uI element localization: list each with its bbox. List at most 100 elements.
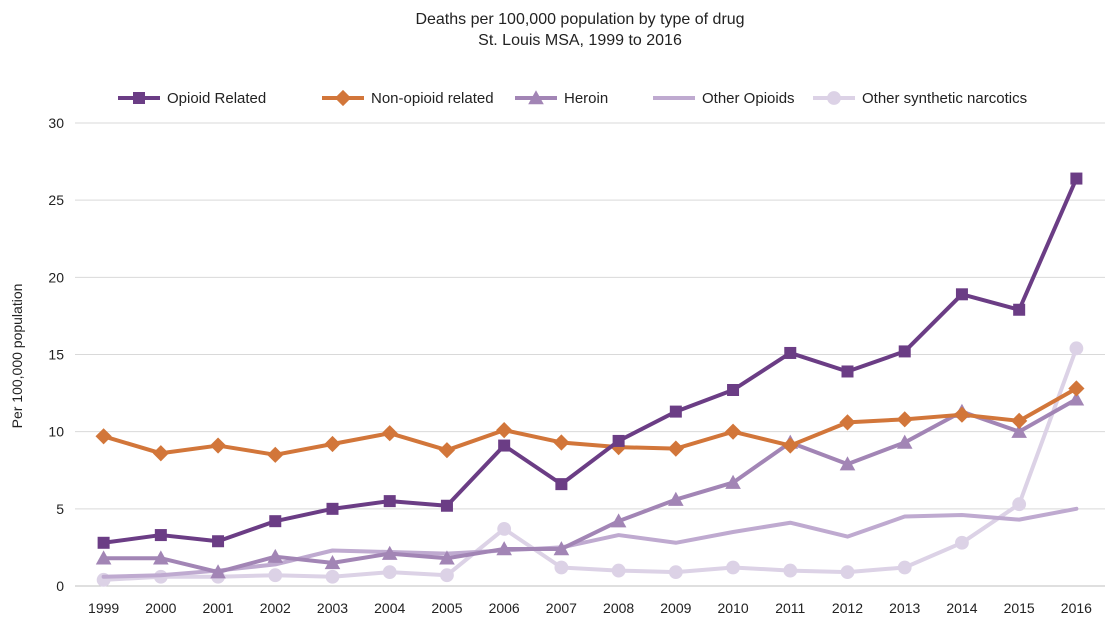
y-tick-label: 20 bbox=[48, 269, 64, 285]
x-tick-label: 2003 bbox=[317, 600, 348, 616]
x-tick-label: 2008 bbox=[603, 600, 634, 616]
data-point-opioid-related bbox=[383, 495, 396, 508]
x-tick-label: 2001 bbox=[202, 600, 233, 616]
data-point-opioid-related bbox=[498, 439, 511, 452]
legend-marker bbox=[827, 91, 841, 105]
data-point-non-opioid-related bbox=[95, 428, 112, 445]
legend-item-heroin: Heroin bbox=[515, 90, 608, 107]
data-point-heroin bbox=[381, 545, 398, 560]
series-line-non-opioid-related bbox=[101, 386, 1079, 457]
data-point-other-synthetic-narcotics bbox=[325, 569, 340, 584]
data-point-heroin bbox=[324, 555, 341, 570]
legend-item-other-opioids: Other Opioids bbox=[653, 90, 795, 107]
x-tick-label: 2007 bbox=[546, 600, 577, 616]
data-point-heroin bbox=[95, 550, 112, 565]
data-point-opioid-related bbox=[898, 345, 911, 358]
y-tick-label: 30 bbox=[48, 115, 64, 131]
data-point-opioid-related bbox=[1070, 172, 1083, 185]
data-point-other-synthetic-narcotics bbox=[840, 565, 855, 580]
data-point-opioid-related bbox=[326, 502, 339, 515]
data-point-other-synthetic-narcotics bbox=[382, 565, 397, 580]
data-point-heroin bbox=[1011, 423, 1027, 438]
legend-label: Other Opioids bbox=[702, 90, 795, 107]
series-line-opioid-related bbox=[101, 176, 1079, 545]
series-line-other-opioids bbox=[101, 506, 1079, 579]
data-point-heroin bbox=[725, 474, 741, 489]
data-point-heroin bbox=[1068, 391, 1085, 406]
legend-label: Other synthetic narcotics bbox=[862, 90, 1027, 107]
series-opioid-related bbox=[97, 172, 1083, 549]
legend-item-other-synthetic-narcotics: Other synthetic narcotics bbox=[813, 90, 1027, 107]
x-tick-label: 2010 bbox=[717, 600, 748, 616]
data-point-opioid-related bbox=[269, 515, 282, 528]
data-point-other-synthetic-narcotics bbox=[1069, 341, 1084, 356]
x-tick-label: 2013 bbox=[889, 600, 920, 616]
data-point-other-synthetic-narcotics bbox=[783, 563, 798, 578]
data-point-heroin bbox=[896, 434, 913, 449]
data-point-heroin bbox=[153, 550, 169, 565]
data-point-opioid-related bbox=[440, 499, 453, 512]
data-point-non-opioid-related bbox=[667, 440, 684, 457]
data-point-other-synthetic-narcotics bbox=[440, 568, 454, 583]
series-layer bbox=[95, 172, 1085, 587]
legend-label: Non-opioid related bbox=[371, 90, 494, 107]
data-point-heroin bbox=[439, 550, 455, 565]
data-point-opioid-related bbox=[555, 478, 568, 491]
data-point-non-opioid-related bbox=[209, 437, 227, 454]
series-line-heroin bbox=[101, 397, 1079, 575]
data-point-heroin bbox=[553, 541, 570, 556]
data-point-heroin bbox=[210, 564, 226, 579]
data-point-heroin bbox=[267, 548, 284, 563]
x-tick-label: 2014 bbox=[946, 600, 977, 616]
legend-item-non-opioid-related: Non-opioid related bbox=[322, 89, 494, 107]
series-line-other-synthetic-narcotics bbox=[101, 346, 1079, 582]
data-point-other-synthetic-narcotics bbox=[668, 565, 683, 580]
data-point-opioid-related bbox=[1013, 303, 1026, 316]
y-tick-label: 0 bbox=[56, 578, 64, 594]
x-tick-label: 2009 bbox=[660, 600, 691, 616]
data-point-non-opioid-related bbox=[896, 411, 913, 428]
data-point-non-opioid-related bbox=[953, 406, 971, 423]
y-tick-label: 25 bbox=[48, 192, 64, 208]
legend-item-opioid-related: Opioid Related bbox=[118, 90, 266, 107]
data-point-non-opioid-related bbox=[553, 434, 570, 451]
x-tick-label: 1999 bbox=[88, 600, 119, 616]
data-point-opioid-related bbox=[154, 529, 167, 542]
data-point-non-opioid-related bbox=[1011, 412, 1028, 429]
data-point-non-opioid-related bbox=[782, 437, 799, 454]
x-tick-label: 2012 bbox=[832, 600, 863, 616]
chart-subtitle: St. Louis MSA, 1999 to 2016 bbox=[478, 32, 682, 49]
y-tick-label: 15 bbox=[48, 347, 64, 363]
x-tick-label: 2016 bbox=[1061, 600, 1092, 616]
legend-label: Heroin bbox=[564, 90, 608, 107]
y-axis-label: Per 100,000 population bbox=[9, 284, 25, 429]
data-point-heroin bbox=[610, 513, 627, 528]
y-tick-label: 5 bbox=[56, 501, 64, 517]
data-point-non-opioid-related bbox=[381, 425, 398, 442]
legend-label: Opioid Related bbox=[167, 90, 266, 107]
data-point-other-synthetic-narcotics bbox=[554, 560, 569, 575]
data-point-non-opioid-related bbox=[438, 442, 456, 459]
series-other-opioids bbox=[101, 506, 1079, 579]
data-point-non-opioid-related bbox=[496, 422, 513, 439]
x-tick-label: 2000 bbox=[145, 600, 176, 616]
data-point-other-synthetic-narcotics bbox=[611, 563, 626, 578]
chart-title: Deaths per 100,000 population by type of… bbox=[415, 11, 744, 28]
x-tick-label: 2006 bbox=[489, 600, 520, 616]
data-point-non-opioid-related bbox=[267, 446, 284, 463]
data-point-heroin bbox=[668, 491, 684, 506]
x-tick-label: 2005 bbox=[431, 600, 462, 616]
x-tick-label: 2002 bbox=[260, 600, 291, 616]
data-point-non-opioid-related bbox=[152, 445, 169, 462]
series-non-opioid-related bbox=[95, 380, 1085, 463]
data-point-opioid-related bbox=[784, 346, 797, 359]
data-point-heroin bbox=[496, 541, 512, 556]
data-point-other-synthetic-narcotics bbox=[268, 568, 283, 583]
data-point-other-synthetic-narcotics bbox=[955, 535, 969, 550]
data-point-non-opioid-related bbox=[1068, 380, 1085, 397]
data-point-other-synthetic-narcotics bbox=[497, 521, 512, 536]
data-point-opioid-related bbox=[669, 405, 682, 418]
data-point-heroin bbox=[839, 456, 856, 471]
data-point-non-opioid-related bbox=[610, 439, 627, 456]
